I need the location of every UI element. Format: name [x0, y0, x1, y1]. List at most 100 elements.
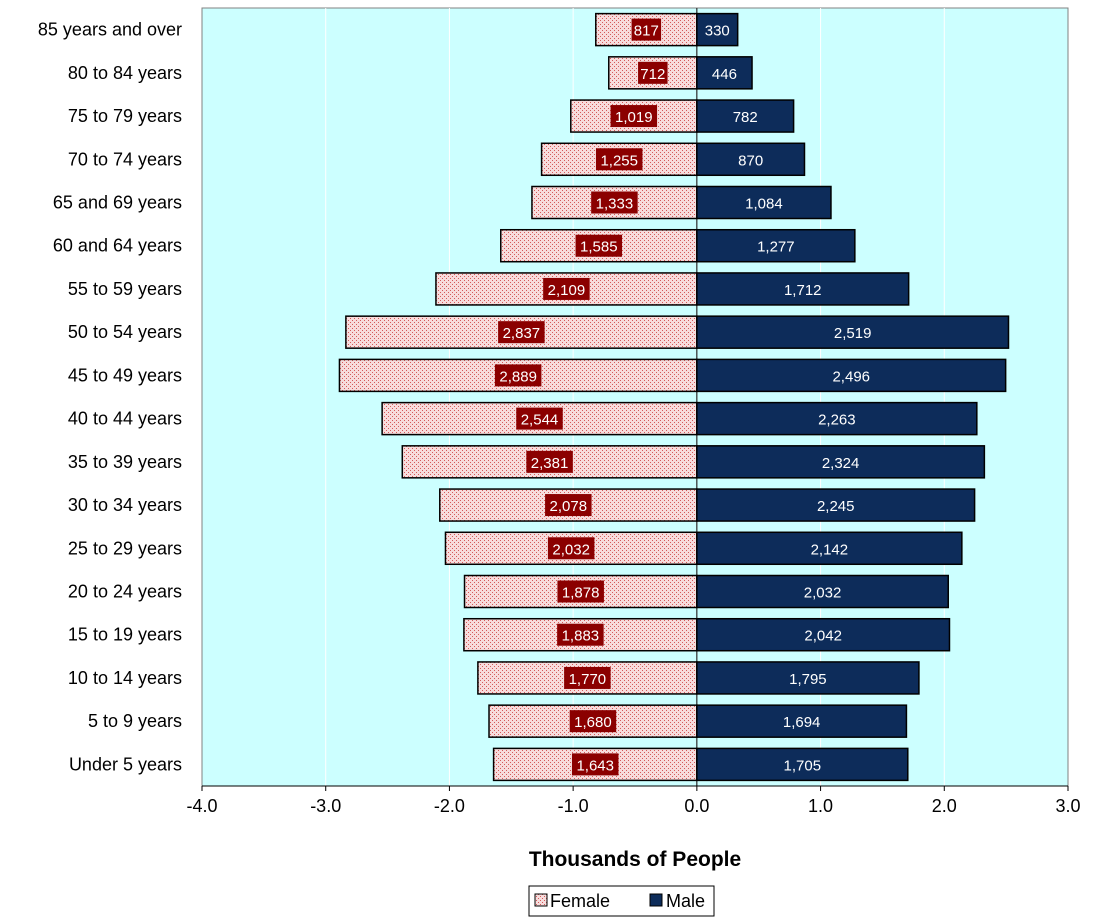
data-label-male: 782 [733, 109, 758, 126]
category-label: 15 to 19 years [68, 625, 182, 645]
bar-male [696, 704, 908, 738]
bar-male [696, 142, 806, 177]
data-label-male: 1,795 [789, 671, 827, 688]
data-label-female: 1,643 [576, 757, 614, 774]
gridlines [325, 8, 945, 786]
x-tick-label: -4.0 [186, 796, 217, 816]
data-label-male: 2,032 [804, 585, 842, 602]
data-label-female-bg [571, 753, 619, 776]
data-label-female-bg [610, 105, 658, 128]
data-label-female-bg [526, 450, 573, 473]
x-tick-label: -1.0 [558, 796, 589, 816]
data-label-female: 2,544 [521, 412, 559, 429]
category-label: 75 to 79 years [68, 106, 182, 126]
data-label-female: 712 [640, 66, 665, 83]
bar-male [696, 56, 753, 90]
data-label-female-bg [569, 710, 617, 733]
data-label-female: 1,255 [600, 152, 638, 169]
data-label-male: 1,084 [745, 196, 783, 213]
legend: Female Male [528, 885, 715, 917]
data-label-female: 1,770 [569, 671, 607, 688]
data-label-female: 1,878 [562, 585, 600, 602]
bar-male [696, 272, 910, 306]
data-label-female-bg [545, 494, 592, 517]
data-label-female-bg [575, 234, 623, 257]
category-labels: 85 years and over 80 to 84 years 75 to 79 … [38, 20, 182, 775]
category-label: 30 to 34 years [68, 495, 182, 515]
data-label-female-bg [591, 191, 638, 214]
bar-male [696, 488, 976, 522]
data-label-male: 2,142 [811, 541, 849, 558]
legend-label-male: Male [666, 891, 705, 911]
x-tick-labels: -4.0 -3.0 -2.0 -1.0 0.0 1.0 2.0 3.0 [186, 785, 1081, 816]
category-label: 55 to 59 years [68, 279, 182, 299]
data-label-female-bg [557, 623, 604, 646]
x-tick-label: -2.0 [434, 796, 465, 816]
data-label-female-bg [494, 364, 542, 387]
category-label: 60 and 64 years [53, 236, 182, 256]
category-label: 45 to 49 years [68, 365, 182, 385]
category-label: 70 to 74 years [68, 149, 182, 169]
x-tick-label: 0.0 [684, 796, 709, 816]
data-label-female-bg [631, 18, 662, 41]
data-label-female: 1,680 [574, 714, 612, 731]
legend-swatch-male [649, 893, 663, 907]
data-label-female-bg [595, 148, 643, 171]
data-label-male: 1,694 [783, 714, 821, 731]
data-label-female-bg [557, 580, 604, 603]
category-label: 40 to 44 years [68, 409, 182, 429]
data-label-female: 817 [634, 23, 659, 40]
data-label-female: 1,019 [615, 109, 653, 126]
data-label-female-bg [498, 321, 545, 344]
x-tick-label: 3.0 [1055, 796, 1080, 816]
data-label-female-bg [564, 666, 611, 689]
data-label-female: 1,883 [562, 628, 600, 645]
data-label-male: 446 [712, 66, 737, 83]
bar-male [696, 12, 739, 47]
data-label-male: 2,042 [804, 628, 842, 645]
data-label-male: 2,245 [817, 498, 855, 515]
bar-male [696, 358, 1007, 393]
category-label: 25 to 29 years [68, 538, 182, 558]
data-label-male: 870 [738, 152, 763, 169]
bars-group: 817 330 712 446 1,019 782 1,255 870 1,333 1,084 1,… [338, 8, 1010, 786]
category-label: 10 to 14 years [68, 668, 182, 688]
legend-box [528, 885, 715, 917]
legend-swatch-female [534, 893, 548, 907]
category-label: 65 and 69 years [53, 193, 182, 213]
data-label-female: 2,032 [552, 541, 590, 558]
category-label: 80 to 84 years [68, 63, 182, 83]
data-label-female: 2,381 [531, 455, 569, 472]
category-label: Under 5 years [69, 754, 182, 774]
data-label-male: 2,263 [818, 412, 856, 429]
bar-male [696, 617, 951, 652]
data-label-female-bg [638, 61, 668, 84]
data-label-male: 2,324 [822, 455, 860, 472]
category-label: 50 to 54 years [68, 322, 182, 342]
legend-label-female: Female [550, 891, 610, 911]
x-tick-label: -3.0 [310, 796, 341, 816]
category-label: 85 years and over [38, 20, 182, 40]
x-axis-title: Thousands of People [529, 848, 741, 871]
category-label: 5 to 9 years [88, 711, 182, 731]
category-label: 35 to 39 years [68, 452, 182, 472]
data-label-male: 330 [705, 23, 730, 40]
data-label-female: 1,585 [580, 239, 618, 256]
plot-area [201, 7, 1069, 787]
x-tick-label: 1.0 [808, 796, 833, 816]
data-label-male: 2,519 [834, 325, 872, 342]
category-label: 20 to 24 years [68, 582, 182, 602]
data-label-female: 2,889 [499, 368, 537, 385]
bar-male [696, 531, 963, 566]
bar-male [696, 747, 909, 782]
data-label-male: 1,712 [784, 282, 822, 299]
data-label-male: 1,277 [757, 239, 795, 256]
x-tick-label: 2.0 [932, 796, 957, 816]
data-label-male: 2,496 [832, 368, 870, 385]
bar-male [696, 661, 920, 695]
data-label-female: 2,837 [503, 325, 541, 342]
data-label-female-bg [516, 407, 563, 430]
data-label-female-bg [547, 537, 595, 560]
bar-male [696, 228, 856, 263]
